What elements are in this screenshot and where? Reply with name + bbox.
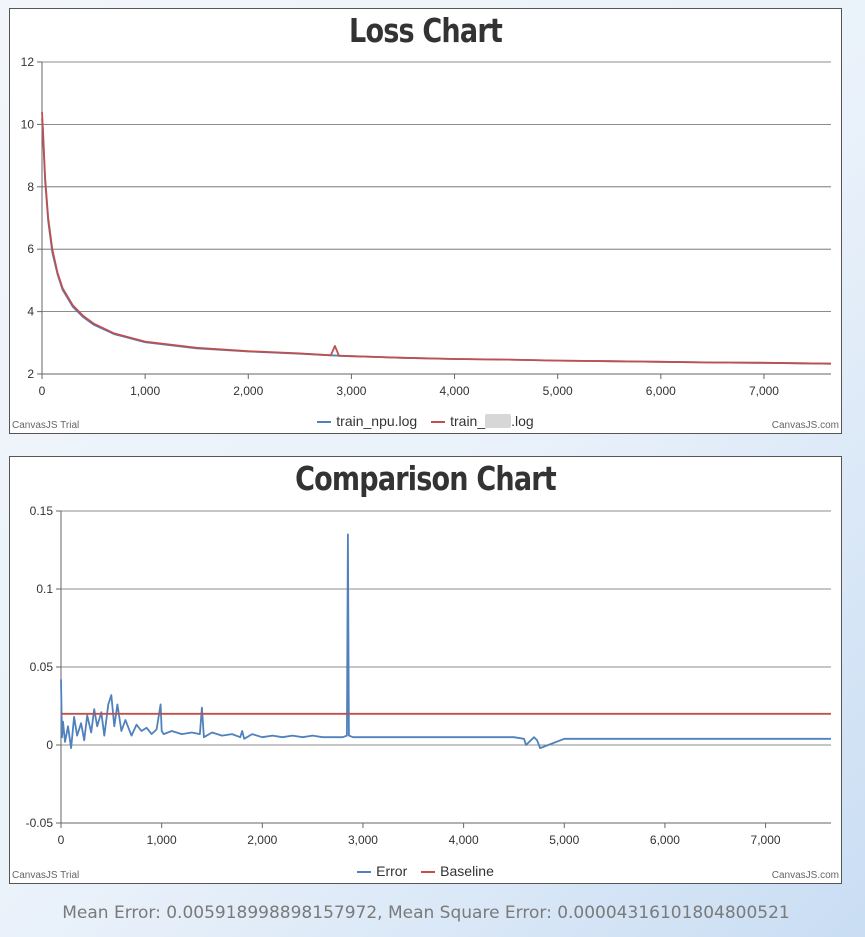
loss-chart-title: Loss Chart <box>349 11 503 50</box>
legend-swatch-baseline <box>421 871 436 874</box>
loss-chart-panel: Loss Chart 2 4 6 8 10 12 0 1,000 2,000 3,000 4,000… <box>9 8 842 434</box>
comparison-chart-x-tick-label: 4,000 <box>449 833 479 847</box>
comparison-chart-x-tick-label: 5,000 <box>549 833 579 847</box>
loss-chart-y-tick-label: 6 <box>27 242 34 256</box>
legend-label-baseline: Baseline <box>440 863 494 879</box>
legend-label-train-npu: train_npu.log <box>336 413 418 429</box>
loss-chart-legend: train_npu.log train_ .log <box>10 413 841 429</box>
comparison-chart-x-tick-label: 1,000 <box>147 833 177 847</box>
legend-item-train-npu[interactable]: train_npu.log <box>317 413 417 429</box>
loss-chart-y-tick-label: 12 <box>21 55 35 69</box>
loss-chart-y-tick-label: 2 <box>27 367 34 381</box>
comparison-chart-series-line-0 <box>60 533 831 749</box>
legend-item-train-other[interactable]: train_ .log <box>431 413 534 429</box>
loss-chart-x-tick-label: 2,000 <box>233 384 263 398</box>
legend-label-train-other-suffix: .log <box>511 413 534 429</box>
comparison-chart-x-tick-label: 6,000 <box>650 833 680 847</box>
legend-swatch-error <box>357 871 372 874</box>
comparison-chart-x-tick-label: 3,000 <box>348 833 378 847</box>
comparison-chart-x-tick-label: 7,000 <box>751 833 781 847</box>
loss-chart-x-tick-label: 7,000 <box>749 384 779 398</box>
loss-chart-y-tick-label: 8 <box>27 180 34 194</box>
comparison-chart-plot: -0.05 0 0.05 0.1 0.15 0 1,000 2,000 3,000 4,000 5,… <box>26 504 831 847</box>
error-stats-text: Mean Error: 0.005918998898157972, Mean S… <box>62 903 790 923</box>
loss-chart-plot: 2 4 6 8 10 12 0 1,000 2,000 3,000 4,000 5,000 6,000 7… <box>21 55 832 398</box>
comparison-chart-x-tick-label: 0 <box>58 833 65 847</box>
comparison-chart-y-tick-label: 0 <box>46 738 53 752</box>
comparison-chart-y-tick-label: -0.05 <box>26 816 54 830</box>
canvasjs-credit-link[interactable]: CanvasJS.com <box>771 870 839 881</box>
loss-chart-series-line-1 <box>41 111 832 365</box>
loss-chart-x-tick-label: 0 <box>39 384 46 398</box>
comparison-chart-x-tick-label: 2,000 <box>247 833 277 847</box>
legend-item-baseline[interactable]: Baseline <box>421 863 494 879</box>
comparison-chart-title: Comparison Chart <box>295 459 557 498</box>
loss-chart-y-tick-label: 10 <box>21 117 35 131</box>
loss-chart-y-tick-label: 4 <box>27 305 34 319</box>
comparison-chart-panel: Comparison Chart -0.05 0 0.05 0.1 0.15 0 1,000… <box>9 456 842 884</box>
legend-item-error[interactable]: Error <box>357 863 407 879</box>
loss-chart-x-tick-label: 5,000 <box>543 384 573 398</box>
comparison-chart-y-tick-label: 0.15 <box>30 504 54 518</box>
canvasjs-trial-label: CanvasJS Trial <box>12 420 80 431</box>
comparison-chart-legend: Error Baseline <box>10 863 841 879</box>
comparison-chart-y-tick-label: 0.05 <box>30 660 54 674</box>
comparison-chart-y-tick-label: 0.1 <box>36 582 53 596</box>
canvasjs-credit-link[interactable]: CanvasJS.com <box>771 420 839 431</box>
loss-chart-x-tick-label: 1,000 <box>130 384 160 398</box>
loss-chart-x-tick-label: 3,000 <box>336 384 366 398</box>
loss-chart-series-line-0 <box>41 118 832 365</box>
legend-label-train-other-prefix: train_ <box>450 413 486 429</box>
legend-label-error: Error <box>376 863 408 879</box>
loss-chart-x-tick-label: 4,000 <box>440 384 470 398</box>
loss-chart-x-tick-label: 6,000 <box>646 384 676 398</box>
legend-swatch-train-other <box>431 421 446 424</box>
legend-swatch-train-npu <box>317 421 332 424</box>
redacted-blur <box>485 414 512 428</box>
canvasjs-trial-label: CanvasJS Trial <box>12 870 80 881</box>
